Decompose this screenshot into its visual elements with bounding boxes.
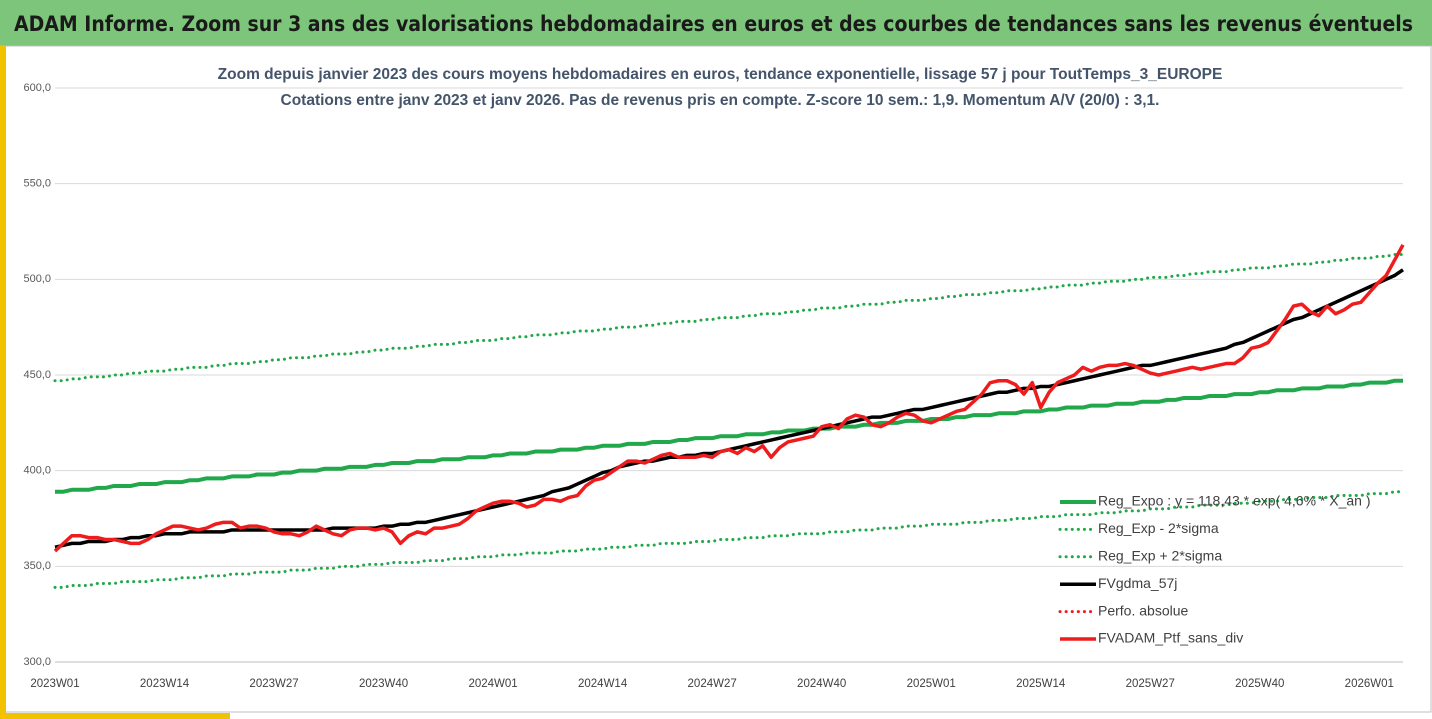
accent-bottom (0, 713, 230, 719)
legend-label: FVgdma_57j (1098, 575, 1177, 591)
header-bar (0, 0, 1432, 46)
series-line (53, 244, 1405, 553)
x-tick-label: 2026W01 (1345, 678, 1394, 690)
x-tick-label: 2025W27 (1126, 678, 1175, 690)
x-tick-label: 2025W14 (1016, 678, 1066, 690)
x-tick-label: 2023W27 (249, 678, 298, 690)
accent-left (0, 46, 6, 719)
x-tick-label: 2024W01 (468, 678, 517, 690)
x-tick-label: 2023W01 (30, 678, 79, 690)
y-tick-label: 350,0 (23, 560, 51, 572)
series-line (55, 378, 1403, 494)
y-tick-label: 300,0 (23, 656, 51, 668)
series-line (53, 252, 1405, 383)
chart-title: Zoom depuis janvier 2023 des cours moyen… (218, 66, 1223, 83)
y-tick-label: 550,0 (23, 178, 51, 190)
y-tick-label: 450,0 (23, 369, 51, 381)
legend-label: FVADAM_Ptf_sans_div (1098, 630, 1243, 646)
y-tick-label: 600,0 (23, 82, 51, 94)
x-tick-label: 2023W14 (140, 678, 190, 690)
x-tick-label: 2023W40 (359, 678, 408, 690)
chart-subtitle: Cotations entre janv 2023 et janv 2026. … (281, 92, 1160, 109)
chart-frame (0, 45, 1432, 713)
legend-label: Reg_Exp + 2*sigma (1098, 548, 1222, 564)
legend-label: Reg_Exp - 2*sigma (1098, 520, 1219, 536)
x-tick-label: 2024W27 (688, 678, 737, 690)
legend-label: Perfo. absolue (1098, 602, 1188, 618)
series-line (53, 490, 1405, 589)
y-tick-label: 400,0 (23, 465, 51, 477)
x-tick-label: 2024W14 (578, 678, 628, 690)
page-title: ADAM Informe. Zoom sur 3 ans des valoris… (14, 12, 1413, 36)
legend-label: Reg_Expo : y = 118,43 * exp( 4,6% * X_an… (1098, 493, 1371, 509)
x-tick-label: 2025W01 (907, 678, 956, 690)
x-tick-label: 2024W40 (797, 678, 846, 690)
y-tick-label: 500,0 (23, 273, 51, 285)
x-tick-label: 2025W40 (1235, 678, 1284, 690)
